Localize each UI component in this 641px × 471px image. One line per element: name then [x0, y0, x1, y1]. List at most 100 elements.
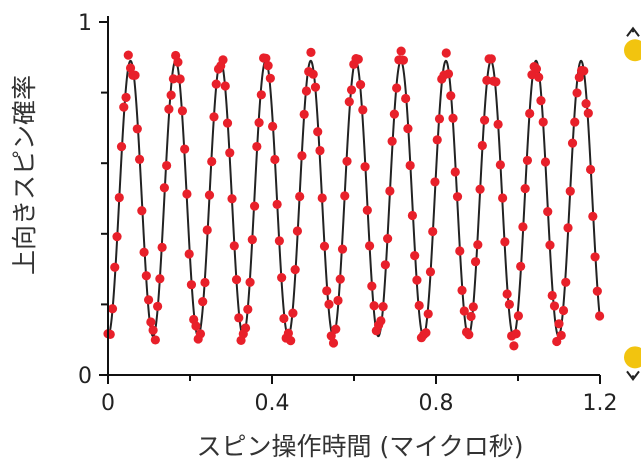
data-point: [516, 262, 525, 271]
x-tick-label: 0.8: [419, 391, 454, 416]
data-point: [162, 161, 171, 170]
data-point: [142, 271, 151, 280]
data-point: [494, 120, 503, 129]
data-point: [388, 137, 397, 146]
data-point: [212, 79, 221, 88]
data-point: [338, 244, 347, 253]
y-tick-label: 1: [78, 11, 92, 36]
data-point: [448, 114, 457, 123]
data-point: [144, 295, 153, 304]
data-point: [232, 275, 241, 284]
data-point: [566, 187, 575, 196]
data-point: [295, 192, 304, 201]
data-point: [311, 83, 320, 92]
data-point: [257, 90, 266, 99]
data-point: [309, 70, 318, 79]
data-point: [521, 184, 530, 193]
data-point: [320, 242, 329, 251]
data-point: [234, 313, 243, 322]
data-point: [340, 191, 349, 200]
data-point: [512, 329, 521, 338]
data-point: [487, 54, 496, 63]
data-point: [268, 122, 277, 131]
x-axis-label: スピン操作時間 (マイクロ秒): [197, 432, 524, 461]
data-point: [196, 329, 205, 338]
data-point: [572, 88, 581, 97]
data-point: [518, 222, 527, 231]
data-point: [124, 51, 133, 60]
data-point: [112, 232, 121, 241]
data-point: [590, 252, 599, 261]
data-point: [137, 206, 146, 215]
data-point: [108, 304, 117, 313]
data-point: [164, 105, 173, 114]
data-point: [146, 317, 155, 326]
data-point: [200, 278, 209, 287]
data-point: [336, 275, 345, 284]
plot-area: [103, 46, 604, 350]
data-point: [133, 124, 142, 133]
data-point: [155, 274, 164, 283]
data-point: [205, 191, 214, 200]
marker-dot: [624, 346, 641, 368]
data-point: [358, 105, 367, 114]
data-point: [347, 85, 356, 94]
data-point: [225, 148, 234, 157]
data-point: [288, 309, 297, 318]
data-point: [586, 165, 595, 174]
data-point: [130, 71, 139, 80]
data-point: [119, 102, 128, 111]
data-point: [365, 241, 374, 250]
data-point: [176, 74, 185, 83]
data-point: [392, 83, 401, 92]
data-point: [270, 155, 279, 164]
data-point: [570, 117, 579, 126]
data-point: [500, 237, 509, 246]
data-point: [151, 335, 160, 344]
data-point: [354, 55, 363, 64]
data-point: [173, 57, 182, 66]
data-point: [412, 276, 421, 285]
data-point: [363, 206, 372, 215]
data-point: [536, 96, 545, 105]
x-tick-label: 0: [101, 391, 115, 416]
data-point: [254, 118, 263, 127]
data-point: [324, 300, 333, 309]
data-point: [444, 69, 453, 78]
data-point: [505, 300, 514, 309]
data-point: [275, 236, 284, 245]
data-point: [356, 80, 365, 89]
data-point: [218, 55, 227, 64]
spin-up-marker: [624, 28, 641, 61]
data-point: [315, 146, 324, 155]
data-point: [430, 177, 439, 186]
data-point: [252, 142, 261, 151]
data-point: [455, 246, 464, 255]
data-point: [446, 91, 455, 100]
data-point: [428, 227, 437, 236]
data-point: [198, 297, 207, 306]
data-point: [223, 118, 232, 127]
data-point: [243, 305, 252, 314]
data-point: [403, 124, 412, 133]
data-point: [557, 331, 566, 340]
data-point: [543, 207, 552, 216]
data-point: [381, 260, 390, 269]
data-point: [182, 189, 191, 198]
spin-down-marker: [624, 346, 641, 379]
data-point: [279, 314, 288, 323]
data-point: [266, 74, 275, 83]
data-point: [187, 280, 196, 289]
data-point: [185, 249, 194, 258]
data-point: [209, 112, 218, 121]
x-tick-label: 1.2: [583, 391, 618, 416]
data-point: [523, 156, 532, 165]
data-point: [397, 46, 406, 55]
data-point: [550, 301, 559, 310]
data-point: [568, 139, 577, 148]
fit-curve: [108, 61, 600, 336]
data-point: [369, 301, 378, 310]
data-point: [264, 61, 273, 70]
data-point: [139, 248, 148, 257]
data-point: [466, 312, 475, 321]
